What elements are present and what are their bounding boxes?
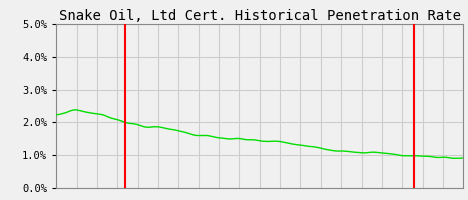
Title: Snake Oil, Ltd Cert. Historical Penetration Rate: Snake Oil, Ltd Cert. Historical Penetrat… (59, 9, 461, 23)
